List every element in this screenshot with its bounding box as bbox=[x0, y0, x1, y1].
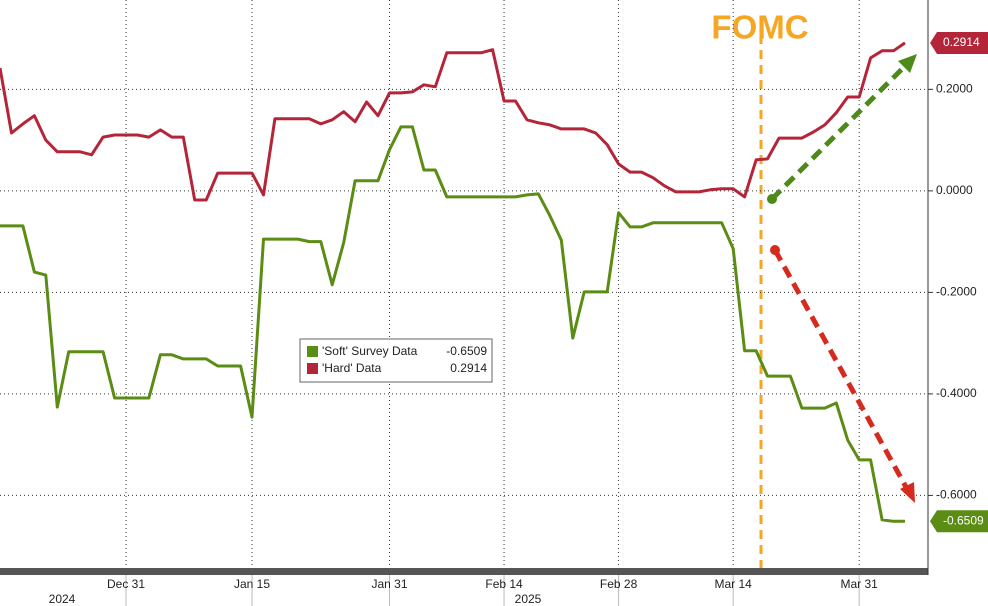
down-arrow-head bbox=[900, 482, 915, 503]
legend-box bbox=[299, 338, 493, 383]
x-tick-label: Mar 14 bbox=[714, 577, 752, 591]
legend-label: 'Soft' Survey Data bbox=[322, 344, 418, 358]
up-arrow bbox=[770, 64, 907, 201]
up-arrow-start bbox=[767, 194, 777, 204]
legend-swatch bbox=[307, 346, 318, 357]
value-tag-label: -0.6509 bbox=[943, 513, 984, 527]
down-arrow-start bbox=[770, 245, 780, 255]
y-tick-label: 0.2000 bbox=[936, 82, 973, 96]
x-tick-label: Dec 31 bbox=[107, 577, 145, 591]
year-label: 2025 bbox=[515, 592, 542, 606]
value-tag bbox=[930, 510, 988, 533]
down-arrow bbox=[772, 248, 909, 489]
series-line bbox=[0, 125, 905, 523]
x-tick-label: Feb 14 bbox=[485, 577, 523, 591]
x-tick-label: Jan 15 bbox=[234, 577, 270, 591]
y-tick-label: -0.2000 bbox=[936, 285, 977, 299]
x-tick-label: Jan 31 bbox=[371, 577, 407, 591]
legend-label: 'Hard' Data bbox=[322, 361, 382, 375]
legend-value: 0.2914 bbox=[450, 361, 487, 375]
legend: 'Soft' Survey Data -0.6509 'Hard' Data 0.29… bbox=[299, 338, 493, 383]
x-tick-label: Mar 31 bbox=[840, 577, 878, 591]
legend-swatch bbox=[307, 363, 318, 374]
x-tick-label: Feb 28 bbox=[600, 577, 638, 591]
fomc-label: FOMC bbox=[711, 9, 808, 46]
axis-band bbox=[0, 568, 928, 575]
y-tick-label: -0.4000 bbox=[936, 386, 977, 400]
y-tick-label: -0.6000 bbox=[936, 488, 977, 502]
legend-value: -0.6509 bbox=[446, 344, 487, 358]
series-line bbox=[0, 41, 906, 202]
up-arrow-head bbox=[898, 54, 917, 73]
y-tick-label: 0.0000 bbox=[936, 183, 973, 197]
value-tag bbox=[930, 31, 988, 54]
value-tag-label: 0.2914 bbox=[943, 35, 980, 49]
year-label: 2024 bbox=[49, 592, 76, 606]
